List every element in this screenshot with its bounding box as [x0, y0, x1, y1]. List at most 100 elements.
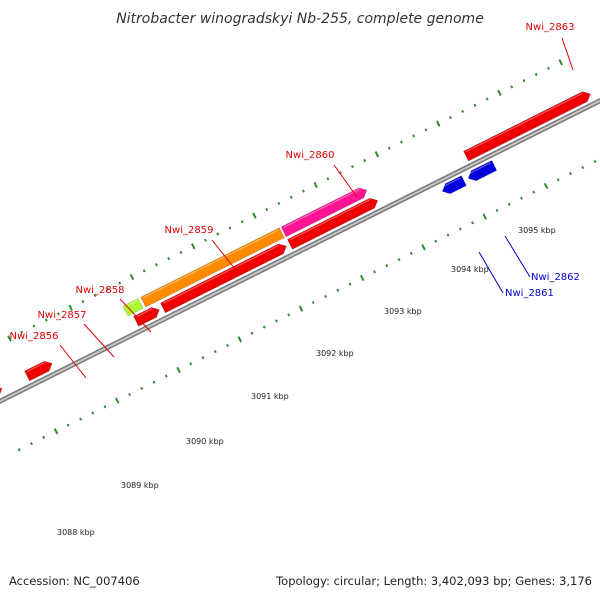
minor-tick: [93, 293, 97, 297]
minor-tick: [189, 362, 193, 366]
minor-tick: [363, 158, 367, 163]
gene-label: Nwi_2862: [531, 272, 580, 283]
gene-label: Nwi_2859: [165, 225, 214, 236]
major-tick: [543, 182, 549, 190]
major-tick: [421, 244, 426, 251]
scale-label: 3095 kbp: [518, 226, 556, 235]
gene-label: Nwi_2860: [286, 150, 335, 161]
gene-feature-red-mid: [133, 307, 160, 327]
minor-tick: [204, 238, 207, 242]
minor-tick: [42, 435, 46, 440]
major-tick: [7, 335, 12, 342]
gene-nwi-2861-bevel: [442, 177, 461, 188]
gene-feature-red-small: [24, 360, 53, 382]
minor-tick: [118, 281, 122, 285]
major-tick: [115, 397, 120, 404]
minor-tick: [226, 343, 230, 348]
minor-tick: [17, 448, 21, 452]
minor-tick: [91, 411, 95, 415]
minor-tick: [140, 386, 144, 390]
gene-label: Nwi_2861: [505, 288, 554, 299]
major-tick: [176, 366, 181, 374]
gene-nwi-2860: [280, 187, 368, 238]
gene-nwi-2859-bevel: [143, 229, 279, 299]
scale-label: 3090 kbp: [186, 437, 224, 446]
minor-tick: [581, 165, 585, 170]
gene-label: Nwi_2858: [76, 285, 125, 296]
minor-tick: [569, 172, 572, 176]
gene-label-leader: [561, 37, 574, 71]
minor-tick: [385, 264, 389, 268]
footer-summary: Topology: circular; Length: 3,402,093 bp…: [276, 574, 592, 588]
minor-tick: [201, 356, 205, 360]
genome-backbone: [0, 97, 600, 405]
gene-nwi-2861: [442, 175, 467, 195]
scale-label: 3088 kbp: [57, 528, 95, 537]
minor-tick: [461, 109, 465, 113]
minor-tick: [351, 165, 354, 169]
minor-tick: [66, 423, 70, 427]
scale-label: 3093 kbp: [384, 307, 422, 316]
minor-tick: [265, 207, 269, 212]
minor-tick: [399, 140, 403, 144]
major-tick: [374, 151, 380, 158]
gene-features: [0, 91, 591, 395]
minor-tick: [311, 300, 315, 305]
minor-tick: [473, 103, 477, 107]
gene-label-leader: [333, 164, 358, 198]
major-tick: [558, 59, 563, 66]
minor-tick: [510, 85, 514, 89]
minor-tick: [593, 159, 597, 163]
minor-tick: [105, 287, 109, 291]
minor-tick: [103, 405, 107, 409]
minor-tick: [275, 319, 278, 323]
minor-tick: [471, 221, 475, 225]
inner-tick-ring: [17, 159, 597, 452]
minor-tick: [348, 282, 352, 286]
minor-tick: [397, 258, 401, 262]
minor-tick: [57, 312, 60, 316]
scale-label: 3092 kbp: [316, 349, 354, 358]
minor-tick: [44, 318, 48, 322]
gene-nwi-2863-bevel: [465, 92, 584, 153]
gene-nwi-2858: [122, 298, 144, 317]
minor-tick: [434, 239, 438, 243]
gene-nwi-2860-bevel: [283, 188, 360, 228]
gene-nwi-2863: [463, 91, 591, 162]
minor-tick: [409, 251, 413, 256]
gene-feature-red-mid-bevel: [135, 308, 153, 318]
minor-tick: [534, 72, 538, 77]
gene-nwi-2859: [140, 227, 285, 308]
minor-tick: [32, 324, 36, 328]
major-tick: [252, 212, 257, 219]
minor-tick: [262, 325, 266, 329]
minor-tick: [412, 134, 416, 138]
major-tick: [313, 181, 318, 189]
major-tick: [68, 304, 73, 311]
minor-tick: [324, 294, 327, 298]
minor-tick: [556, 178, 560, 182]
backbone-highlight: [0, 99, 600, 403]
minor-tick: [179, 250, 183, 255]
minor-tick: [152, 380, 156, 384]
gene-feature-red-long-bevel: [162, 244, 280, 304]
minor-tick: [250, 331, 254, 335]
major-tick: [190, 243, 196, 250]
minor-tick: [446, 233, 450, 237]
minor-tick: [277, 201, 281, 205]
gene-label-leader: [211, 239, 240, 275]
major-tick: [360, 274, 365, 282]
minor-tick: [81, 299, 85, 304]
gene-nwi-2862: [467, 160, 498, 182]
gene-label-leader: [119, 298, 152, 333]
gene-nwi-2858-bevel: [125, 300, 138, 308]
major-tick: [237, 336, 242, 343]
minor-tick: [228, 226, 232, 230]
gene-label-leader: [478, 251, 504, 294]
gene-feature-red-small-bevel: [26, 361, 46, 373]
major-tick: [497, 89, 502, 97]
minor-tick: [458, 227, 462, 231]
major-tick: [482, 213, 487, 220]
minor-tick: [155, 263, 158, 267]
